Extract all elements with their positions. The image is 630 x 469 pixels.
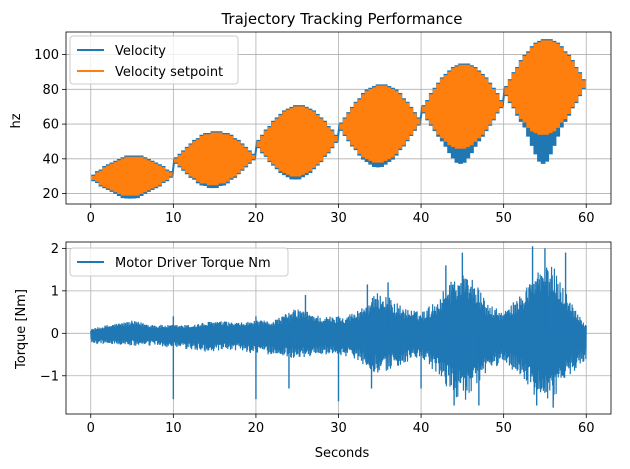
plot-area xyxy=(91,39,586,199)
y-tick-label: 20 xyxy=(42,187,59,202)
y-axis-ticks: −1 0 1 2 xyxy=(40,242,66,384)
x-axis-ticks: 0 10 20 30 40 50 60 xyxy=(87,204,595,226)
plot-area xyxy=(90,246,587,408)
legend: Velocity Velocity setpoint xyxy=(69,35,239,85)
x-tick-label: 50 xyxy=(495,211,512,226)
velocity-chart: Trajectory Tracking Performance hz 0 10 20… xyxy=(9,10,612,226)
velocity-setpoint-series-segment xyxy=(504,40,586,135)
y-axis-ticks: 20 40 60 80 100 xyxy=(34,48,66,202)
x-tick-label: 60 xyxy=(578,211,595,226)
y-tick-label: −1 xyxy=(40,369,59,384)
y-tick-label: 2 xyxy=(51,242,59,257)
x-tick-label: 30 xyxy=(330,211,347,226)
x-tick-label: 0 xyxy=(87,211,95,226)
x-tick-label: 40 xyxy=(413,211,430,226)
x-tick-label: 10 xyxy=(165,421,182,436)
legend-entry-velocity-setpoint: Velocity setpoint xyxy=(115,65,223,80)
x-tick-label: 60 xyxy=(578,421,595,436)
legend-entry-velocity: Velocity xyxy=(115,44,166,59)
y-axis-label: Torque [Nm] xyxy=(14,289,29,370)
x-tick-label: 30 xyxy=(330,421,347,436)
chart-title: Trajectory Tracking Performance xyxy=(220,10,462,28)
y-tick-label: 100 xyxy=(34,48,59,63)
y-tick-label: 40 xyxy=(42,152,59,167)
y-tick-label: 60 xyxy=(42,118,59,133)
velocity-setpoint-series-segment xyxy=(91,156,173,196)
velocity-setpoint-series-segment xyxy=(256,106,338,177)
velocity-setpoint-series-segment xyxy=(339,85,421,163)
y-tick-label: 0 xyxy=(51,327,59,342)
x-axis-ticks: 0 10 20 30 40 50 60 xyxy=(87,414,595,436)
x-tick-label: 40 xyxy=(413,421,430,436)
y-axis-label: hz xyxy=(9,113,24,128)
y-tick-label: 80 xyxy=(42,83,59,98)
legend-entry-torque: Motor Driver Torque Nm xyxy=(115,256,271,271)
velocity-setpoint-series-segment xyxy=(174,132,256,186)
x-tick-label: 10 xyxy=(165,211,182,226)
x-tick-label: 0 xyxy=(87,421,95,436)
x-tick-label: 20 xyxy=(248,211,265,226)
x-tick-label: 20 xyxy=(248,421,265,436)
x-axis-label: Seconds xyxy=(315,446,370,461)
x-tick-label: 50 xyxy=(495,421,512,436)
velocity-setpoint-series-segment xyxy=(421,64,503,149)
y-tick-label: 1 xyxy=(51,284,59,299)
legend: Motor Driver Torque Nm xyxy=(69,247,289,277)
torque-chart: Seconds Torque [Nm] 0 10 20 30 40 50 60 −1012 … xyxy=(14,241,612,461)
